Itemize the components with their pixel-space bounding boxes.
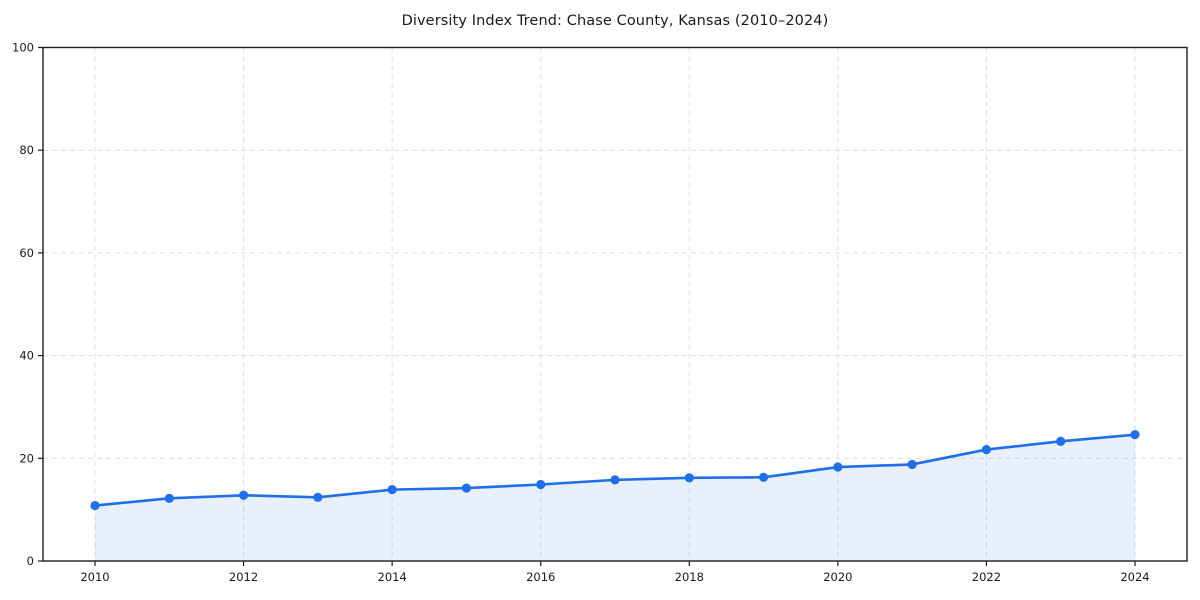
data-point-2023	[1056, 436, 1066, 446]
x-tick-label: 2022	[972, 570, 1001, 584]
series-area-fill	[95, 434, 1135, 561]
data-point-2021	[907, 459, 917, 470]
x-tick-label: 2010	[80, 570, 109, 584]
y-tick-label: 0	[27, 554, 34, 568]
data-point-2017	[610, 475, 620, 485]
chart-title: Diversity Index Trend: Chase County, Kan…	[401, 13, 829, 29]
data-point-2024	[1130, 430, 1140, 440]
x-tick-label: 2020	[823, 570, 852, 584]
data-point-2014	[387, 485, 397, 495]
y-tick-label: 20	[19, 451, 34, 465]
data-point-2011	[164, 493, 174, 503]
data-point-2016	[536, 479, 546, 490]
data-point-2022	[981, 444, 992, 455]
data-point-2019	[758, 472, 769, 482]
x-tick-label: 2016	[526, 570, 555, 584]
y-tick-label: 80	[19, 143, 34, 157]
x-tick-label: 2012	[229, 570, 258, 584]
x-tick-label: 2024	[1120, 570, 1149, 584]
x-tick-label: 2018	[675, 570, 704, 584]
y-tick-label: 100	[12, 41, 34, 55]
x-tick-label: 2014	[378, 570, 407, 584]
data-point-2013	[313, 492, 323, 502]
y-tick-label: 60	[19, 246, 34, 260]
data-point-2015	[461, 483, 472, 493]
data-point-2010	[90, 500, 100, 511]
y-tick-label: 40	[19, 349, 34, 363]
data-point-2020	[833, 462, 843, 472]
data-point-2018	[684, 473, 694, 483]
data-point-2012	[238, 490, 249, 500]
plot-border	[42, 46, 1188, 562]
